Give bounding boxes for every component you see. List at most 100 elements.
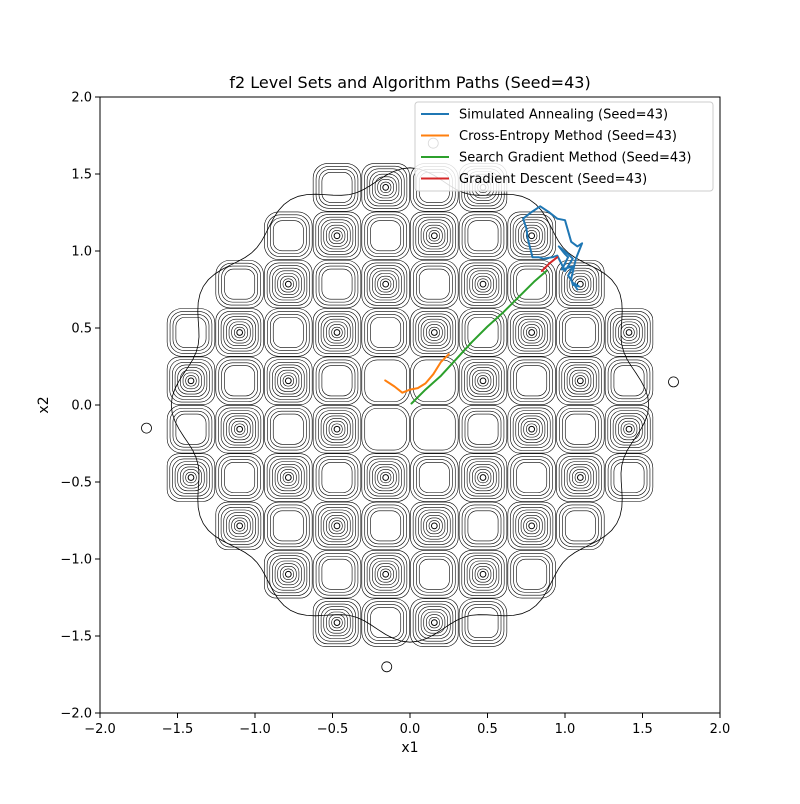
legend-label: Cross-Entropy Method (Seed=43) — [459, 129, 677, 144]
contour-cell — [361, 550, 410, 599]
series-line-1 — [384, 353, 450, 394]
contour-cell — [507, 501, 556, 551]
contour-outer-minimum — [381, 661, 393, 673]
contour-cell — [458, 308, 508, 357]
contour-cell — [507, 308, 556, 357]
contour-outer-minimum — [141, 422, 152, 434]
contour-cell — [264, 308, 313, 357]
x-tick-label: 1.5 — [632, 722, 653, 737]
contour-cell — [264, 356, 313, 405]
contour-cell — [312, 163, 362, 212]
contour-cell — [458, 598, 508, 647]
contour-cell — [312, 405, 362, 454]
contour-cell — [215, 356, 264, 405]
y-tick-label: −2.0 — [60, 707, 92, 722]
contour-cell — [410, 453, 459, 502]
legend-label: Simulated Annealing (Seed=43) — [459, 108, 668, 123]
contour-cell — [215, 405, 264, 454]
contour-cell — [312, 453, 362, 502]
contour-cell — [312, 308, 362, 357]
contour-cell — [361, 453, 410, 502]
contour-cell — [312, 356, 362, 405]
contour-cell — [458, 550, 508, 599]
contour-cell — [410, 405, 459, 454]
series-layer — [384, 205, 584, 405]
contour-cell — [312, 501, 362, 551]
contour-cell — [166, 308, 216, 357]
contour-cell — [507, 259, 556, 309]
legend-label: Gradient Descent (Seed=43) — [459, 172, 647, 187]
contour-cell — [264, 501, 313, 551]
contour-cell — [507, 550, 556, 599]
contour-cell — [507, 453, 556, 502]
legend: Simulated Annealing (Seed=43) Cross-Entro… — [414, 101, 714, 192]
contour-cell — [410, 501, 459, 551]
contour-cell — [458, 453, 508, 502]
contour-cell — [361, 259, 410, 309]
y-tick-label: 1.5 — [71, 168, 92, 183]
x-tick-label: 0.0 — [400, 722, 421, 737]
y-axis-ticks: −2.0 −1.5 −1.0 −0.5 0.0 0.5 1.0 1.5 2.0 — [60, 91, 100, 722]
contour-cell — [458, 211, 508, 260]
y-tick-label: 0.0 — [71, 399, 92, 414]
y-tick-label: 1.0 — [71, 245, 92, 260]
contour-cell — [312, 211, 362, 260]
x-tick-label: −2.0 — [84, 722, 116, 737]
y-tick-label: −1.5 — [60, 630, 92, 645]
contour-cell — [556, 308, 605, 357]
contour-cell — [604, 308, 654, 357]
contour-cell — [166, 356, 216, 405]
contour-cell — [410, 211, 459, 260]
contour-cell — [264, 550, 313, 599]
contour-cell — [312, 550, 362, 599]
y-tick-label: −1.0 — [60, 553, 92, 568]
contour-cell — [507, 356, 556, 405]
contour-cell — [410, 598, 459, 647]
contour-cell — [361, 308, 410, 357]
series-line-0 — [522, 205, 584, 291]
contour-cell — [264, 453, 313, 502]
contour-cell — [507, 405, 556, 454]
x-tick-label: −1.0 — [239, 722, 271, 737]
x-tick-label: −0.5 — [317, 722, 349, 737]
x-axis-ticks: −2.0 −1.5 −1.0 −0.5 0.0 0.5 1.0 1.5 2.0 — [84, 713, 730, 737]
contour-cell — [215, 501, 264, 551]
contour-cell — [312, 598, 362, 647]
contour-cell — [556, 453, 605, 502]
x-tick-label: −1.5 — [162, 722, 194, 737]
contour-cell — [410, 259, 459, 309]
contour-cell — [410, 550, 459, 599]
contour-cell — [361, 163, 410, 212]
contour-cell — [604, 453, 654, 502]
contour-cell — [166, 453, 216, 502]
contour-cell — [604, 405, 654, 454]
contour-cell — [556, 405, 605, 454]
y-tick-label: 2.0 — [71, 91, 92, 106]
contour-cell — [361, 405, 410, 454]
x-tick-label: 1.0 — [555, 722, 576, 737]
x-tick-label: 0.5 — [477, 722, 498, 737]
contour-cell — [458, 405, 508, 454]
contour-cell — [361, 501, 410, 551]
contour-cell — [458, 501, 508, 551]
contour-cell — [556, 356, 605, 405]
contour-cell — [410, 356, 459, 405]
legend-label: Search Gradient Method (Seed=43) — [459, 151, 691, 166]
x-tick-label: 2.0 — [710, 722, 731, 737]
contour-cell — [361, 211, 410, 260]
contour-cell — [361, 356, 410, 405]
y-tick-label: −0.5 — [60, 476, 92, 491]
contour-cell — [215, 308, 264, 357]
contour-lines — [141, 137, 679, 673]
contour-cell — [264, 259, 313, 309]
contour-cell — [410, 308, 459, 357]
contour-outer-minimum — [668, 376, 679, 388]
series-line-3 — [540, 256, 559, 272]
contour-cell — [312, 259, 362, 309]
contour-cell — [264, 405, 313, 454]
contour-cell — [458, 259, 508, 309]
contour-cell — [215, 453, 264, 502]
chart-title: f2 Level Sets and Algorithm Paths (Seed=… — [229, 73, 590, 92]
